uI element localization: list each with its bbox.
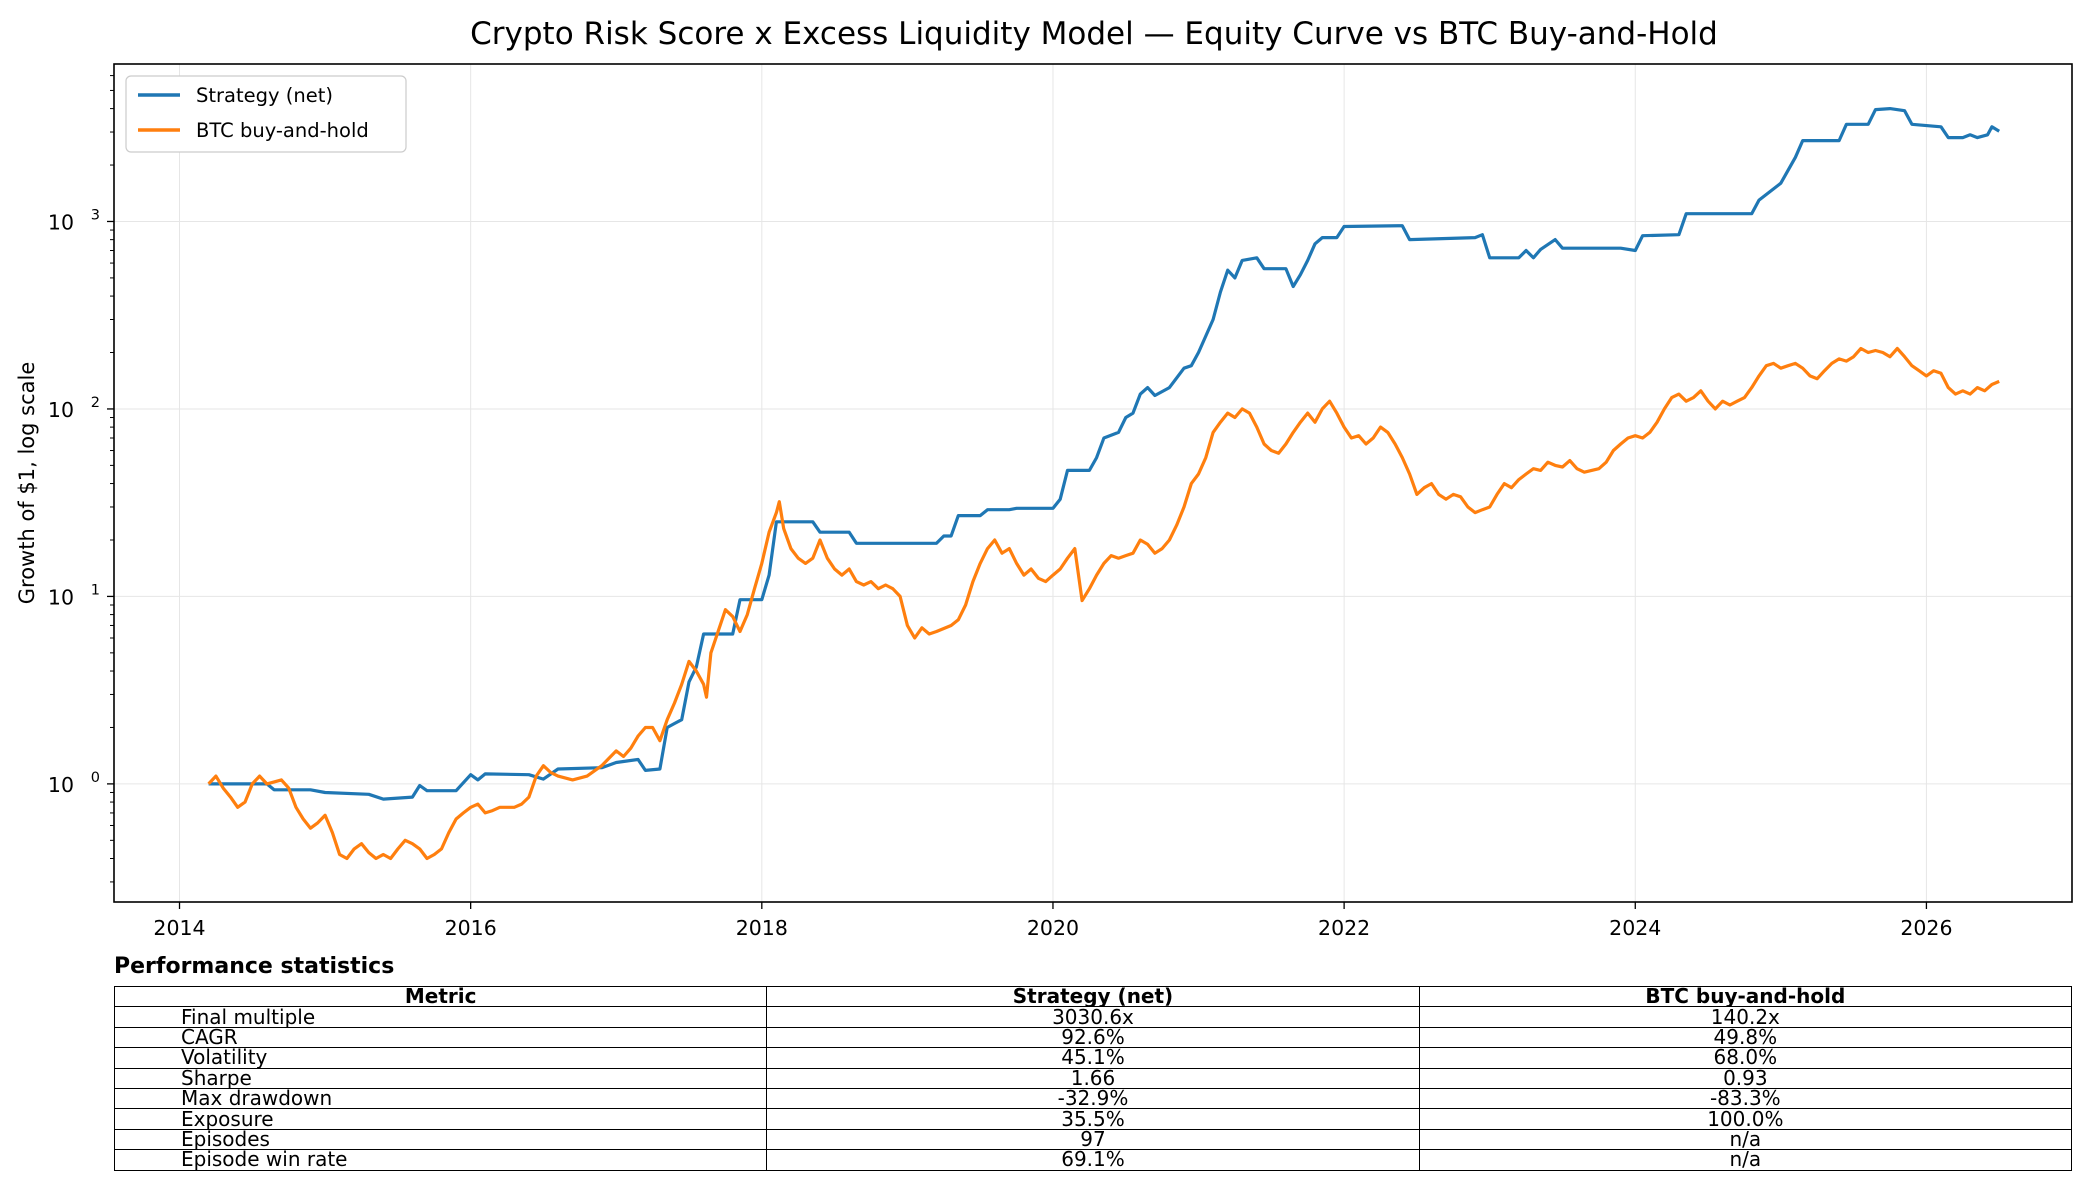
y-tick-mantissa: 10 <box>48 210 74 234</box>
legend-label-0: Strategy (net) <box>196 84 333 107</box>
stats-btc-cell: n/a <box>1418 1128 2073 1151</box>
plot-frame <box>113 63 2073 903</box>
x-tick-label: 2018 <box>736 916 788 940</box>
stats-strategy-cell: 92.6% <box>766 1026 1420 1049</box>
y-tick-mantissa: 10 <box>48 398 74 422</box>
header-btc: BTC buy-and-hold <box>1418 985 2073 1008</box>
stats-btc-cell: -83.3% <box>1418 1087 2073 1110</box>
y-tick-exponent: 1 <box>91 582 100 598</box>
stats-strategy-cell: 1.66 <box>766 1067 1420 1089</box>
y-tick-label: 10 1 <box>48 582 100 609</box>
stats-body: Final multiple 3030.6x 140.2x CAGR 92.6% 49.8… <box>113 1006 2073 1171</box>
stats-metric-cell: Episode win rate <box>113 1149 768 1171</box>
y-tick-exponent: 3 <box>91 207 100 223</box>
stats-metric-cell: Final multiple <box>113 1006 768 1028</box>
y-tick-exponent: 0 <box>91 770 100 786</box>
stats-row: Episodes 97 n/a <box>113 1128 2073 1151</box>
legend: Strategy (net) BTC buy-and-hold <box>125 75 407 153</box>
x-tick-label: 2020 <box>1027 916 1079 940</box>
stats-row: Episode win rate 69.1% n/a <box>113 1149 2073 1171</box>
y-tick-mantissa: 10 <box>48 585 74 609</box>
stats-btc-cell: 0.93 <box>1418 1067 2073 1089</box>
stats-table: Metric Strategy (net) BTC buy-and-hold F… <box>113 985 2073 1171</box>
series-line-1 <box>207 346 2000 861</box>
stats-btc-cell: 100.0% <box>1418 1108 2073 1130</box>
x-tick-label: 2016 <box>445 916 497 940</box>
stats-metric-cell: Volatility <box>113 1047 768 1069</box>
y-tick-label: 10 0 <box>48 770 100 797</box>
stats-strategy-cell: 35.5% <box>766 1108 1420 1130</box>
stats-strategy-cell: 3030.6x <box>766 1006 1420 1028</box>
stats-metric-cell: CAGR <box>113 1026 768 1049</box>
axis-ticks: 2014 2016 2018 2020 2022 2024 2026 10 0 10 1 10 2 10 3 <box>48 75 1953 940</box>
y-tick-label: 10 2 <box>48 395 100 422</box>
stats-strategy-cell: -32.9% <box>766 1087 1420 1110</box>
x-tick-label: 2014 <box>153 916 205 940</box>
stats-btc-cell: 68.0% <box>1418 1047 2073 1069</box>
stats-row: Exposure 35.5% 100.0% <box>113 1108 2073 1130</box>
stats-row: Sharpe 1.66 0.93 <box>113 1067 2073 1089</box>
y-tick-mantissa: 10 <box>48 773 74 797</box>
stats-btc-cell: 49.8% <box>1418 1026 2073 1049</box>
legend-label-1: BTC buy-and-hold <box>196 119 369 142</box>
grid <box>114 64 2072 902</box>
stats-strategy-cell: 45.1% <box>766 1047 1420 1069</box>
series-line-0 <box>208 107 2001 801</box>
stats-row: CAGR 92.6% 49.8% <box>113 1026 2073 1049</box>
stats-metric-cell: Episodes <box>113 1128 768 1151</box>
stats-strategy-cell: 97 <box>766 1128 1420 1151</box>
stats-metric-cell: Exposure <box>113 1108 768 1130</box>
stats-metric-cell: Max drawdown <box>113 1087 768 1110</box>
header-strategy: Strategy (net) <box>766 985 1420 1008</box>
chart-title: Crypto Risk Score x Excess Liquidity Mod… <box>470 16 1718 52</box>
equity-chart: Crypto Risk Score x Excess Liquidity Mod… <box>15 16 2073 940</box>
stats-header-row: Metric Strategy (net) BTC buy-and-hold <box>113 985 2073 1008</box>
stats-row: Volatility 45.1% 68.0% <box>113 1047 2073 1069</box>
stats-btc-cell: 140.2x <box>1418 1006 2073 1028</box>
stats-metric-cell: Sharpe <box>113 1067 768 1089</box>
stats-btc-cell: n/a <box>1418 1149 2073 1171</box>
x-tick-label: 2024 <box>1609 916 1661 940</box>
y-tick-exponent: 2 <box>91 395 100 411</box>
stats-strategy-cell: 69.1% <box>766 1149 1420 1171</box>
stats-title: Performance statistics <box>114 954 395 979</box>
x-tick-label: 2022 <box>1318 916 1370 940</box>
y-tick-label: 10 3 <box>48 207 100 234</box>
series-lines <box>207 107 2001 861</box>
y-axis-label: Growth of $1, log scale <box>15 362 39 604</box>
stats-row: Final multiple 3030.6x 140.2x <box>113 1006 2073 1028</box>
stats-row: Max drawdown -32.9% -83.3% <box>113 1087 2073 1110</box>
legend-box <box>125 75 407 153</box>
header-metric: Metric <box>113 985 768 1008</box>
x-tick-label: 2026 <box>1900 916 1952 940</box>
